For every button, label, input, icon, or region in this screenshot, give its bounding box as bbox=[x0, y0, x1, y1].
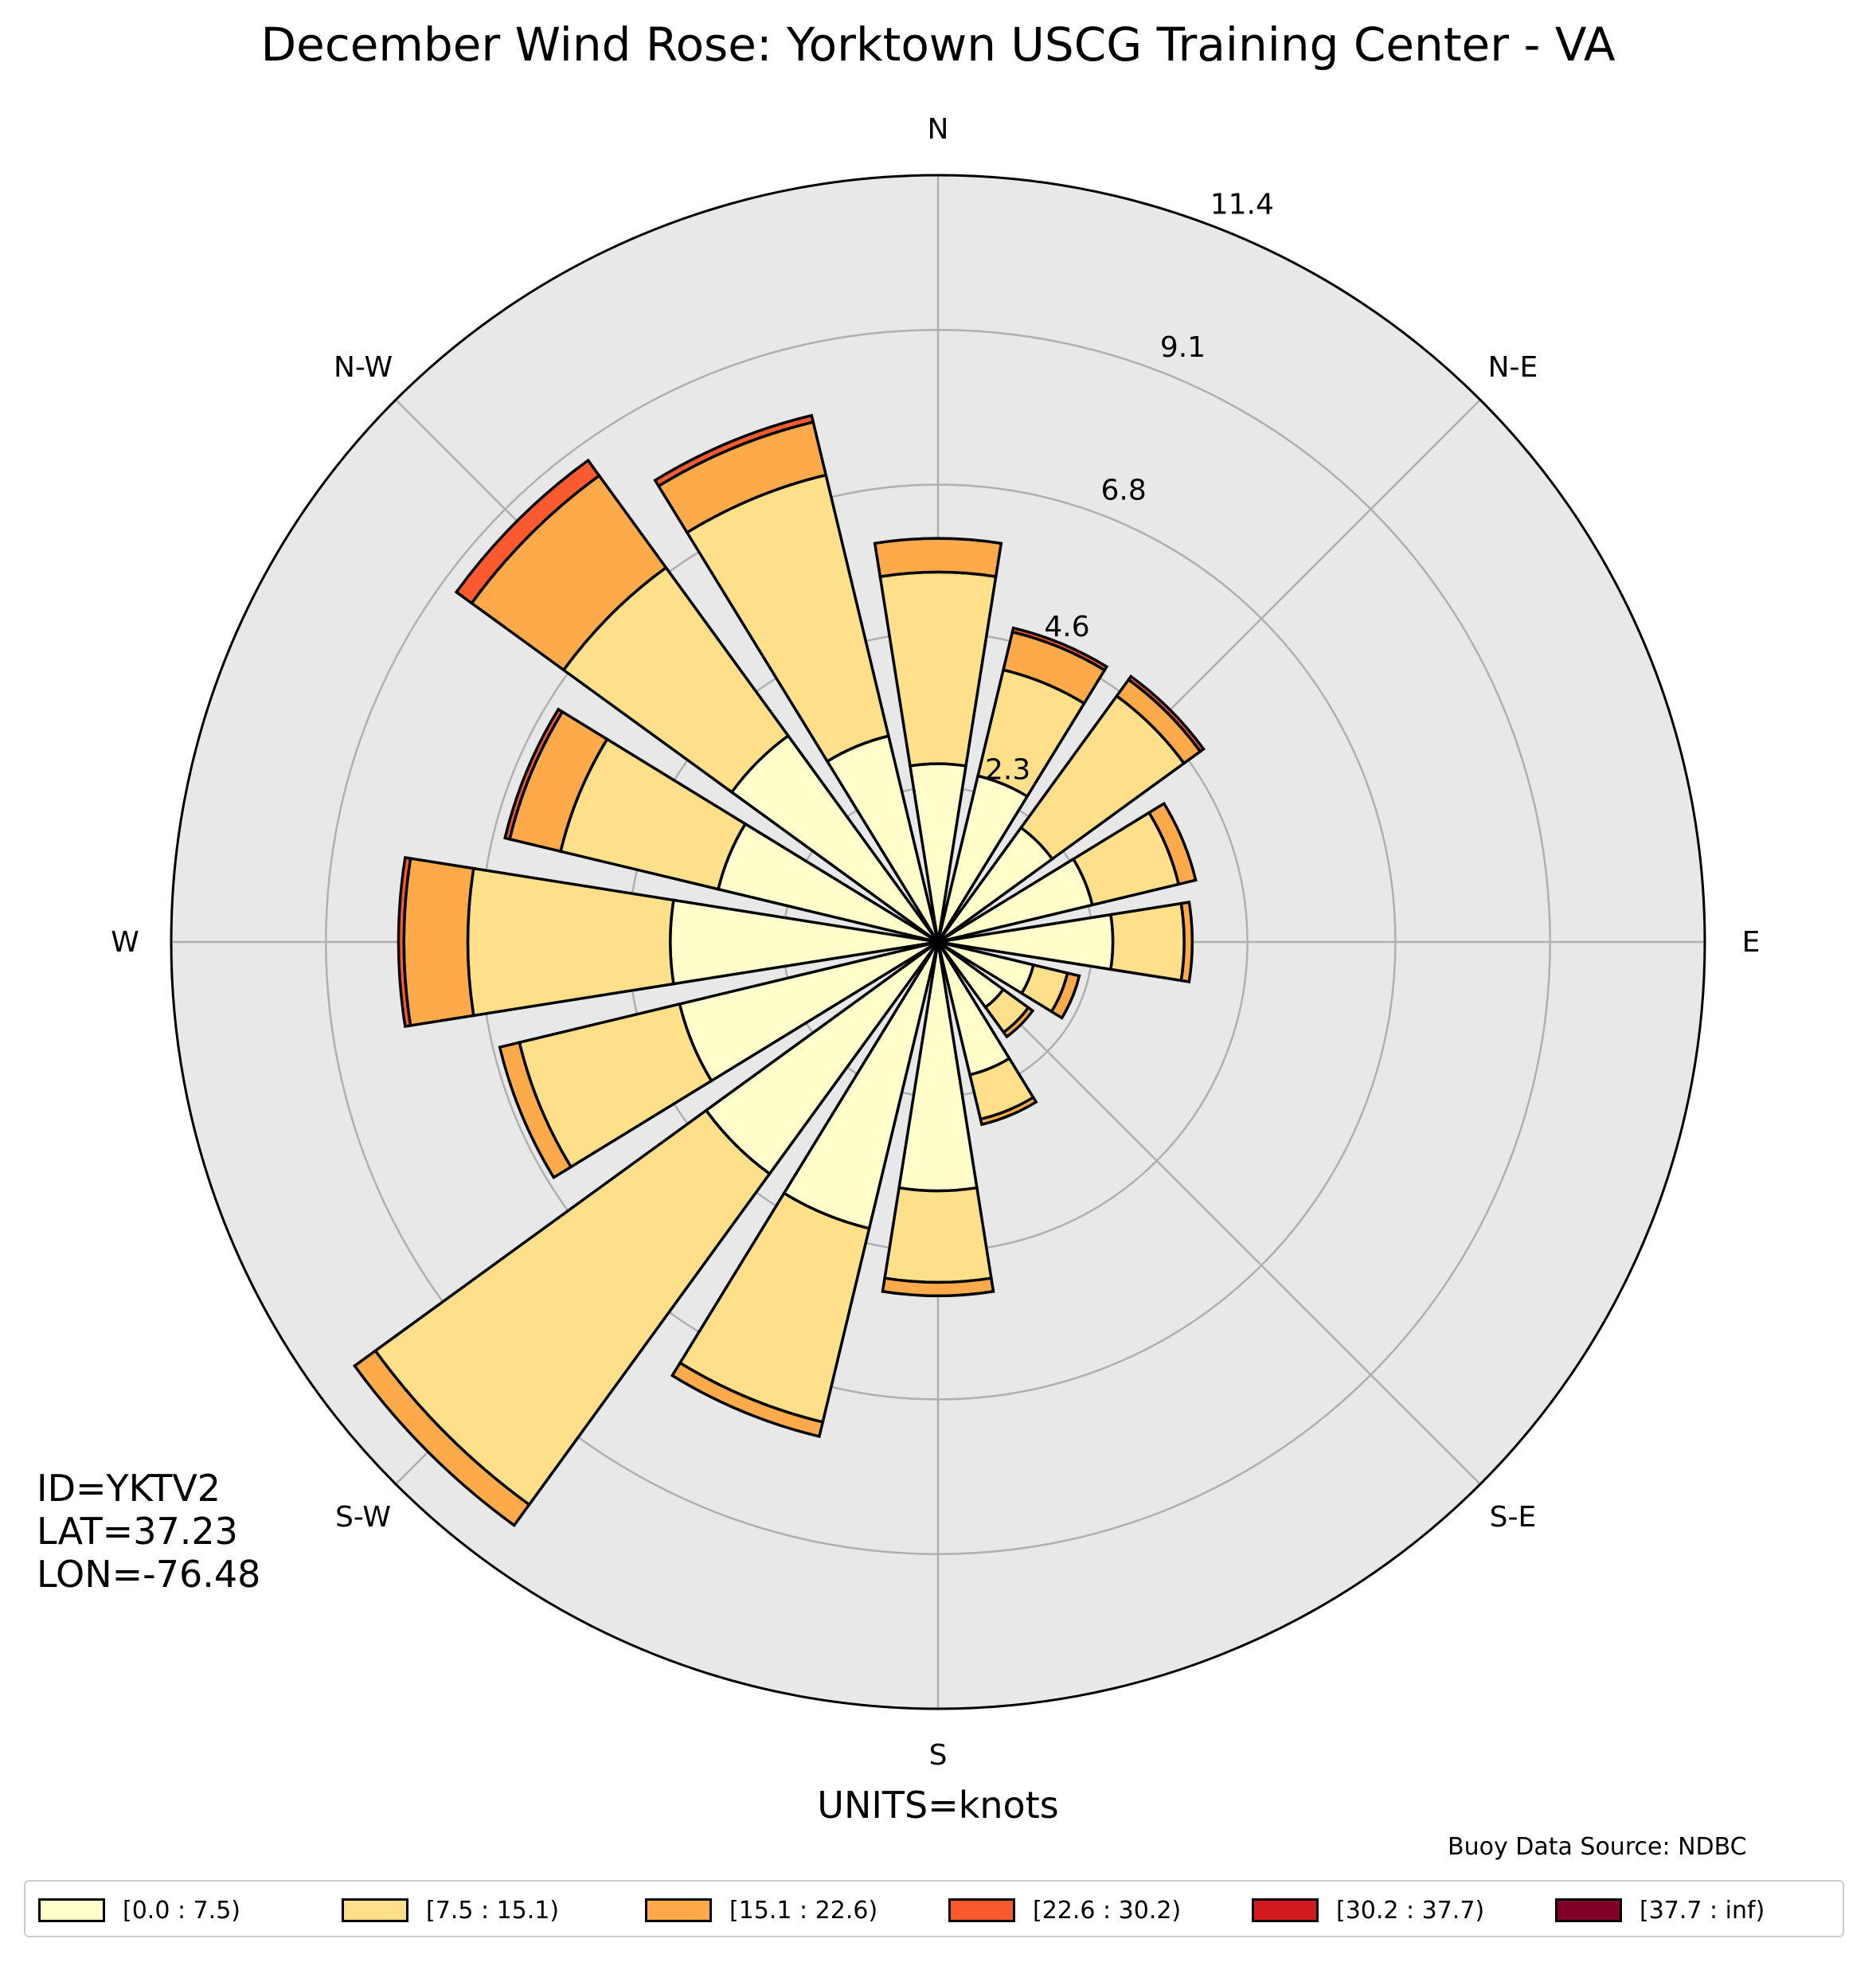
wind-bar-segment bbox=[498, 1041, 573, 1180]
wind-bar-segment bbox=[1179, 901, 1194, 983]
legend-swatch bbox=[645, 1898, 712, 1922]
legend-swatch bbox=[1252, 1898, 1319, 1922]
station-lon: LON=-76.48 bbox=[37, 1553, 261, 1596]
wind-bar-segment bbox=[503, 707, 565, 841]
legend-label: [0.0 : 7.5) bbox=[123, 1896, 241, 1925]
legend-item: [37.7 : inf) bbox=[1555, 1894, 1765, 1926]
wind-bar-segment bbox=[883, 1186, 993, 1284]
legend-swatch bbox=[342, 1898, 408, 1922]
legend-swatch bbox=[948, 1898, 1015, 1922]
legend-item: [15.1 : 22.6) bbox=[645, 1894, 877, 1926]
legend-item: [0.0 : 7.5) bbox=[38, 1894, 240, 1926]
data-source-label: Buoy Data Source: NDBC bbox=[1448, 1833, 1747, 1861]
wind-bar-segment bbox=[1108, 901, 1186, 983]
wind-bar-segment bbox=[454, 458, 601, 605]
wind-bar-segment bbox=[653, 413, 815, 488]
direction-label: S-E bbox=[1490, 1501, 1537, 1534]
wind-bar-segment bbox=[873, 537, 1003, 579]
legend-label: [15.1 : 22.6) bbox=[729, 1896, 878, 1925]
grid-spoke bbox=[937, 941, 1481, 1485]
station-id: ID=YKTV2 bbox=[37, 1467, 221, 1510]
legend-swatch bbox=[1555, 1898, 1622, 1922]
radial-tick-label: 4.6 bbox=[1044, 611, 1089, 643]
wind-bar-segment bbox=[1147, 801, 1198, 886]
units-label: UNITS=knots bbox=[817, 1784, 1059, 1827]
wind-bar-segment bbox=[402, 857, 475, 1027]
wind-bars bbox=[352, 413, 1206, 1528]
legend-label: [30.2 : 37.7) bbox=[1336, 1896, 1485, 1925]
direction-label: N-E bbox=[1488, 351, 1538, 384]
direction-label: S-W bbox=[335, 1501, 391, 1534]
radial-tick-label: 6.8 bbox=[1100, 474, 1146, 506]
direction-label: S bbox=[929, 1739, 948, 1772]
wind-bar-segment bbox=[881, 1276, 995, 1298]
direction-label: E bbox=[1742, 926, 1761, 959]
direction-label: W bbox=[111, 926, 139, 959]
wind-bar-segment bbox=[670, 1361, 825, 1439]
legend-item: [30.2 : 37.7) bbox=[1252, 1894, 1484, 1926]
legend-label: [37.7 : inf) bbox=[1640, 1896, 1765, 1925]
wind-bar-segment bbox=[397, 856, 412, 1028]
legend: [0.0 : 7.5) [7.5 : 15.1) [15.1 : 22.6) [22.… bbox=[24, 1880, 1844, 1937]
wind-bar-segment bbox=[1126, 674, 1206, 754]
radial-tick-labels: 2.3 4.6 6.8 9.1 11.4 bbox=[985, 188, 1274, 786]
wind-bar-segment bbox=[1010, 626, 1109, 673]
radial-tick-label: 2.3 bbox=[985, 754, 1030, 787]
wind-bar-segment bbox=[352, 1348, 532, 1528]
legend-item: [22.6 : 30.2) bbox=[948, 1894, 1181, 1926]
wind-bar-segment bbox=[1001, 1005, 1035, 1039]
polar-outline bbox=[170, 174, 1706, 1710]
radial-tick-label: 11.4 bbox=[1210, 188, 1274, 221]
direction-labels: N N-E E S-E S S-W W N-W bbox=[111, 113, 1760, 1772]
legend-label: [22.6 : 30.2) bbox=[1033, 1896, 1182, 1925]
wind-bar-segment bbox=[1049, 971, 1081, 1020]
wind-bar-segment bbox=[979, 1095, 1038, 1127]
direction-label: N-W bbox=[334, 351, 393, 384]
legend-label: [7.5 : 15.1) bbox=[426, 1896, 560, 1925]
legend-item: [7.5 : 15.1) bbox=[342, 1894, 559, 1926]
radial-tick-label: 9.1 bbox=[1160, 331, 1206, 364]
station-info: ID=YKTV2 LAT=37.23 LON=-76.48 bbox=[37, 1467, 260, 1596]
legend-swatch bbox=[38, 1898, 105, 1922]
station-lat: LAT=37.23 bbox=[37, 1510, 238, 1553]
chart-title: December Wind Rose: Yorktown USCG Traini… bbox=[260, 18, 1616, 72]
direction-label: N bbox=[928, 113, 949, 146]
